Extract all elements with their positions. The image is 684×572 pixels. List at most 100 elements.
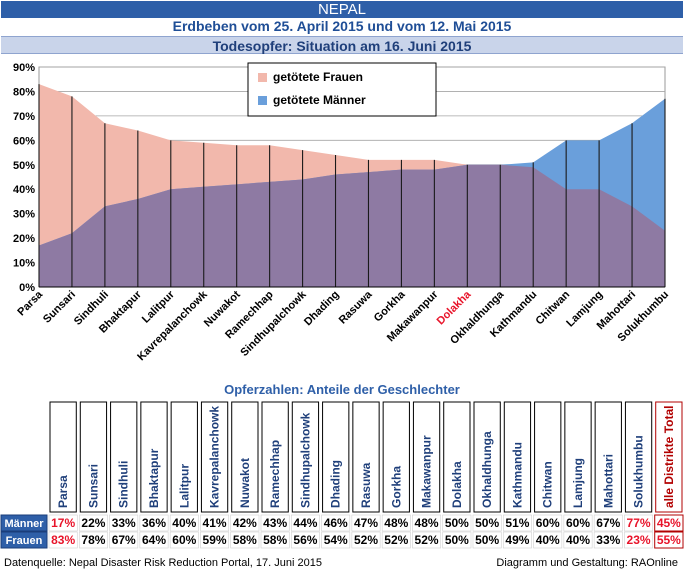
legend-label-men: getötete Männer bbox=[273, 93, 366, 107]
column-header-cell bbox=[534, 401, 562, 513]
table-cell bbox=[412, 514, 442, 532]
table-value: 52% bbox=[384, 533, 408, 547]
table-cell bbox=[78, 531, 108, 549]
table-cell bbox=[351, 514, 381, 532]
table-cell bbox=[200, 514, 230, 532]
table-value: 59% bbox=[203, 533, 227, 547]
table-cell bbox=[139, 531, 169, 549]
column-header: Nuwakot bbox=[238, 458, 252, 508]
column-header: Kathmandu bbox=[510, 442, 524, 508]
table-cell bbox=[230, 531, 260, 549]
column-header-cell bbox=[412, 401, 441, 513]
table-cell bbox=[533, 531, 563, 549]
table-cell bbox=[260, 514, 290, 532]
table-cell bbox=[48, 531, 78, 549]
column-header-cell bbox=[443, 401, 471, 513]
table-cell bbox=[290, 531, 320, 549]
table-cell bbox=[412, 531, 442, 549]
column-header: Bhaktapur bbox=[147, 448, 161, 508]
table-cell bbox=[624, 531, 654, 549]
table-cell bbox=[502, 531, 532, 549]
column-header: Kavrepalanchowk bbox=[208, 406, 222, 508]
table-cell bbox=[169, 531, 199, 549]
table-value: 42% bbox=[233, 516, 257, 530]
column-header-cell bbox=[79, 401, 108, 513]
table-value: 45% bbox=[657, 516, 681, 530]
table-value: 52% bbox=[415, 533, 439, 547]
table-cell bbox=[533, 514, 563, 532]
table-value: 78% bbox=[81, 533, 105, 547]
column-header: Mahottari bbox=[601, 454, 615, 508]
y-tick-label: 40% bbox=[13, 184, 35, 196]
table-value: 58% bbox=[233, 533, 257, 547]
table-value: 46% bbox=[324, 516, 348, 530]
table-cell bbox=[654, 531, 684, 549]
credit: Diagramm und Gestaltung: RAOnline bbox=[496, 557, 678, 569]
column-header-cell bbox=[594, 401, 622, 513]
table-value: 40% bbox=[566, 533, 590, 547]
table-cell bbox=[78, 514, 108, 532]
table-cell bbox=[593, 514, 623, 532]
table-value: 60% bbox=[566, 516, 590, 530]
column-header-cell bbox=[140, 401, 168, 513]
table-cell bbox=[442, 531, 472, 549]
table-value: 67% bbox=[112, 533, 136, 547]
table-value: 77% bbox=[627, 516, 651, 530]
table-value: 50% bbox=[475, 533, 499, 547]
y-tick-label: 30% bbox=[13, 209, 35, 221]
x-tick-label: Dhading bbox=[302, 289, 342, 329]
table-cell bbox=[593, 531, 623, 549]
column-header: Lalitpur bbox=[177, 464, 191, 508]
table-value: 23% bbox=[627, 533, 651, 547]
table-value: 36% bbox=[142, 516, 166, 530]
table-value: 83% bbox=[51, 533, 75, 547]
table-cell bbox=[139, 514, 169, 532]
column-header-cell bbox=[564, 401, 592, 513]
table-value: 40% bbox=[536, 533, 560, 547]
table-cell bbox=[48, 514, 78, 532]
table-value: 54% bbox=[324, 533, 348, 547]
table-cell bbox=[200, 531, 230, 549]
column-header-cell bbox=[49, 401, 77, 513]
table-value: 58% bbox=[263, 533, 287, 547]
table-value: 48% bbox=[384, 516, 408, 530]
legend-label-women: getötete Frauen bbox=[273, 70, 363, 84]
table-cell bbox=[109, 531, 139, 549]
row-label: Frauen bbox=[6, 535, 43, 547]
column-header-cell bbox=[291, 401, 320, 513]
table-value: 52% bbox=[354, 533, 378, 547]
table-cell bbox=[169, 514, 199, 532]
data-source: Datenquelle: Nepal Disaster Risk Reducti… bbox=[4, 557, 322, 569]
column-header: Sindhuli bbox=[117, 461, 131, 508]
column-header: Makawanpur bbox=[420, 435, 434, 508]
y-tick-label: 60% bbox=[13, 135, 35, 147]
table-value: 33% bbox=[112, 516, 136, 530]
column-header: Sindhupalchowk bbox=[298, 412, 312, 508]
column-header-cell bbox=[322, 401, 350, 513]
table-value: 44% bbox=[293, 516, 317, 530]
table-value: 41% bbox=[203, 516, 227, 530]
column-header-cell bbox=[352, 401, 380, 513]
chart-subtitle: Erdbeben vom 25. April 2015 und vom 12. … bbox=[1, 18, 683, 35]
table-cell bbox=[502, 514, 532, 532]
column-header: Parsa bbox=[56, 475, 70, 508]
table-value: 43% bbox=[263, 516, 287, 530]
table-value: 49% bbox=[505, 533, 529, 547]
column-header: alle Distrikte Total bbox=[662, 406, 676, 508]
table-cell bbox=[321, 531, 351, 549]
column-header: Okhaldhunga bbox=[480, 431, 494, 508]
table-value: 40% bbox=[172, 516, 196, 530]
table-cell bbox=[472, 514, 502, 532]
column-header: Dhading bbox=[329, 460, 343, 508]
table-cell bbox=[442, 514, 472, 532]
column-header-cell bbox=[624, 401, 653, 513]
table-cell bbox=[472, 531, 502, 549]
situation-title: Todesopfer: Situation am 16. Juni 2015 bbox=[1, 36, 683, 54]
legend-swatch-men bbox=[258, 96, 267, 105]
table-value: 50% bbox=[475, 516, 499, 530]
column-header: Dolakha bbox=[450, 461, 464, 508]
legend: getötete Frauen getötete Männer bbox=[247, 62, 437, 117]
table-value: 22% bbox=[81, 516, 105, 530]
table-value: 60% bbox=[536, 516, 560, 530]
area-overlap bbox=[39, 164, 665, 287]
